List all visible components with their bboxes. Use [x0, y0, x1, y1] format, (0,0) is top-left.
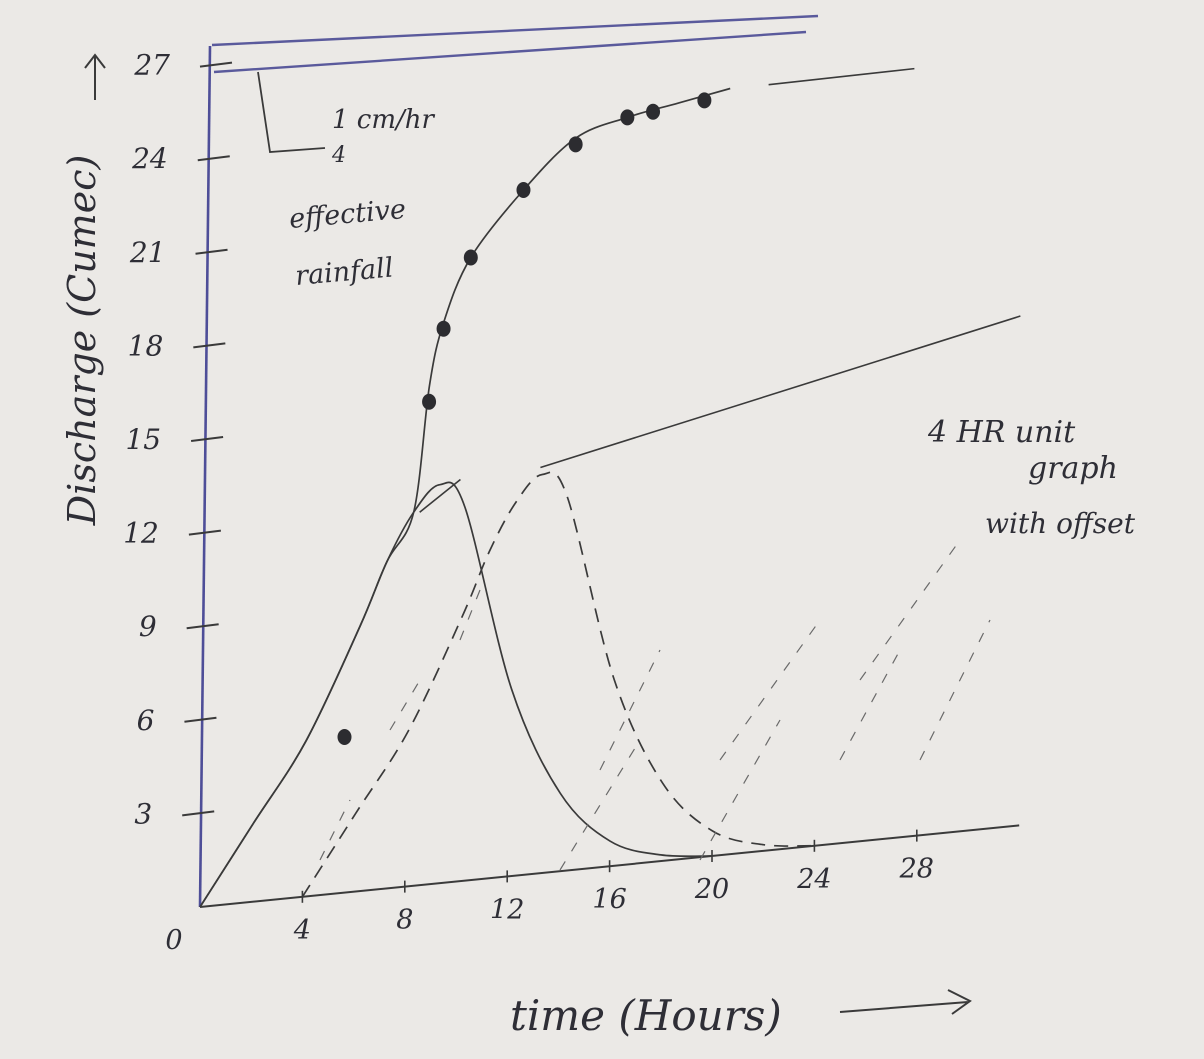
y-tick — [190, 436, 224, 442]
y-tick — [184, 716, 217, 723]
unit-hydrograph-line — [301, 471, 815, 898]
y-tick-label: 6 — [137, 704, 155, 737]
s-curve-tail-line — [768, 67, 915, 86]
s-curve-marker — [516, 182, 531, 198]
hatch-stroke — [839, 649, 901, 761]
rainfall-duration-label: 4 — [331, 143, 346, 168]
x-tick-label: 28 — [899, 854, 934, 885]
y-axis-arrow-icon — [84, 53, 106, 100]
hatch-stroke — [599, 649, 661, 771]
axes — [198, 45, 1020, 908]
x-tick-label: 12 — [490, 894, 524, 925]
s-curve-line — [199, 87, 731, 908]
y-tick-label: 24 — [131, 142, 168, 175]
x-tick-label: 0 — [165, 925, 182, 956]
ticks: 3 6 9 12 15 18 21 24 27 0 4 8 12 16 20 24 28 — [123, 49, 934, 956]
x-axis-arrow-icon — [839, 989, 972, 1015]
s-curve-marker — [463, 249, 478, 266]
y-tick — [182, 810, 215, 817]
y-tick — [199, 61, 233, 68]
curves — [199, 67, 1021, 908]
x-tick-label: 8 — [396, 905, 413, 936]
offset-guide-line — [419, 478, 461, 513]
y-tick — [197, 155, 230, 162]
s-curve-marker — [697, 92, 712, 109]
hatch-stroke — [699, 719, 781, 861]
unit-graph-offset-label: 4 HR unit — [927, 415, 1076, 450]
y-tick — [188, 529, 222, 536]
top-border-line — [213, 30, 807, 74]
hatch-stroke — [389, 679, 421, 731]
hatch-stroke — [859, 539, 961, 681]
rainfall-bracket — [257, 71, 326, 153]
y-tick-label: 9 — [139, 610, 157, 643]
x-tick-label: 20 — [694, 874, 729, 905]
s-curve-marker — [620, 109, 635, 126]
hatch-stroke — [719, 619, 821, 761]
y-axis-line — [198, 45, 212, 908]
hatch-stroke — [559, 739, 641, 871]
x-tick-label: 16 — [592, 884, 626, 915]
x-tick-label: 24 — [796, 864, 831, 895]
unit-hydrograph-line — [199, 481, 713, 908]
x-axis-title: time (Hours) — [510, 991, 782, 1040]
unit-graph-offset-label: with offset — [985, 507, 1136, 540]
s-curve-marker — [337, 728, 352, 745]
effective-rainfall-label: effective — [288, 194, 407, 235]
hatch-stroke — [919, 619, 991, 761]
effective-rainfall-label: rainfall — [294, 253, 395, 292]
top-border-line — [211, 14, 819, 47]
y-tick-label: 12 — [123, 517, 159, 550]
y-tick — [193, 342, 226, 349]
y-axis-title: Discharge (Cumec) — [60, 155, 104, 527]
s-curve-marker — [568, 136, 583, 153]
s-curve-marker — [646, 103, 661, 120]
x-tick-label: 4 — [293, 915, 311, 946]
hatch-stroke — [459, 589, 481, 641]
rainfall-intensity-label: 1 cm/hr — [332, 105, 436, 135]
y-tick-label: 18 — [128, 329, 164, 362]
y-tick-label: 27 — [133, 49, 170, 82]
unit-graph-offset-label: graph — [1028, 451, 1118, 486]
s-curve-marker — [436, 320, 451, 337]
y-tick-label: 3 — [134, 797, 152, 830]
s-curve-marker — [422, 393, 437, 410]
y-tick-label: 15 — [125, 423, 161, 456]
y-tick-label: 21 — [129, 236, 166, 269]
markers — [337, 92, 712, 745]
y-tick — [186, 623, 219, 630]
y-tick — [195, 248, 228, 255]
offset-guide-line — [540, 315, 1021, 469]
